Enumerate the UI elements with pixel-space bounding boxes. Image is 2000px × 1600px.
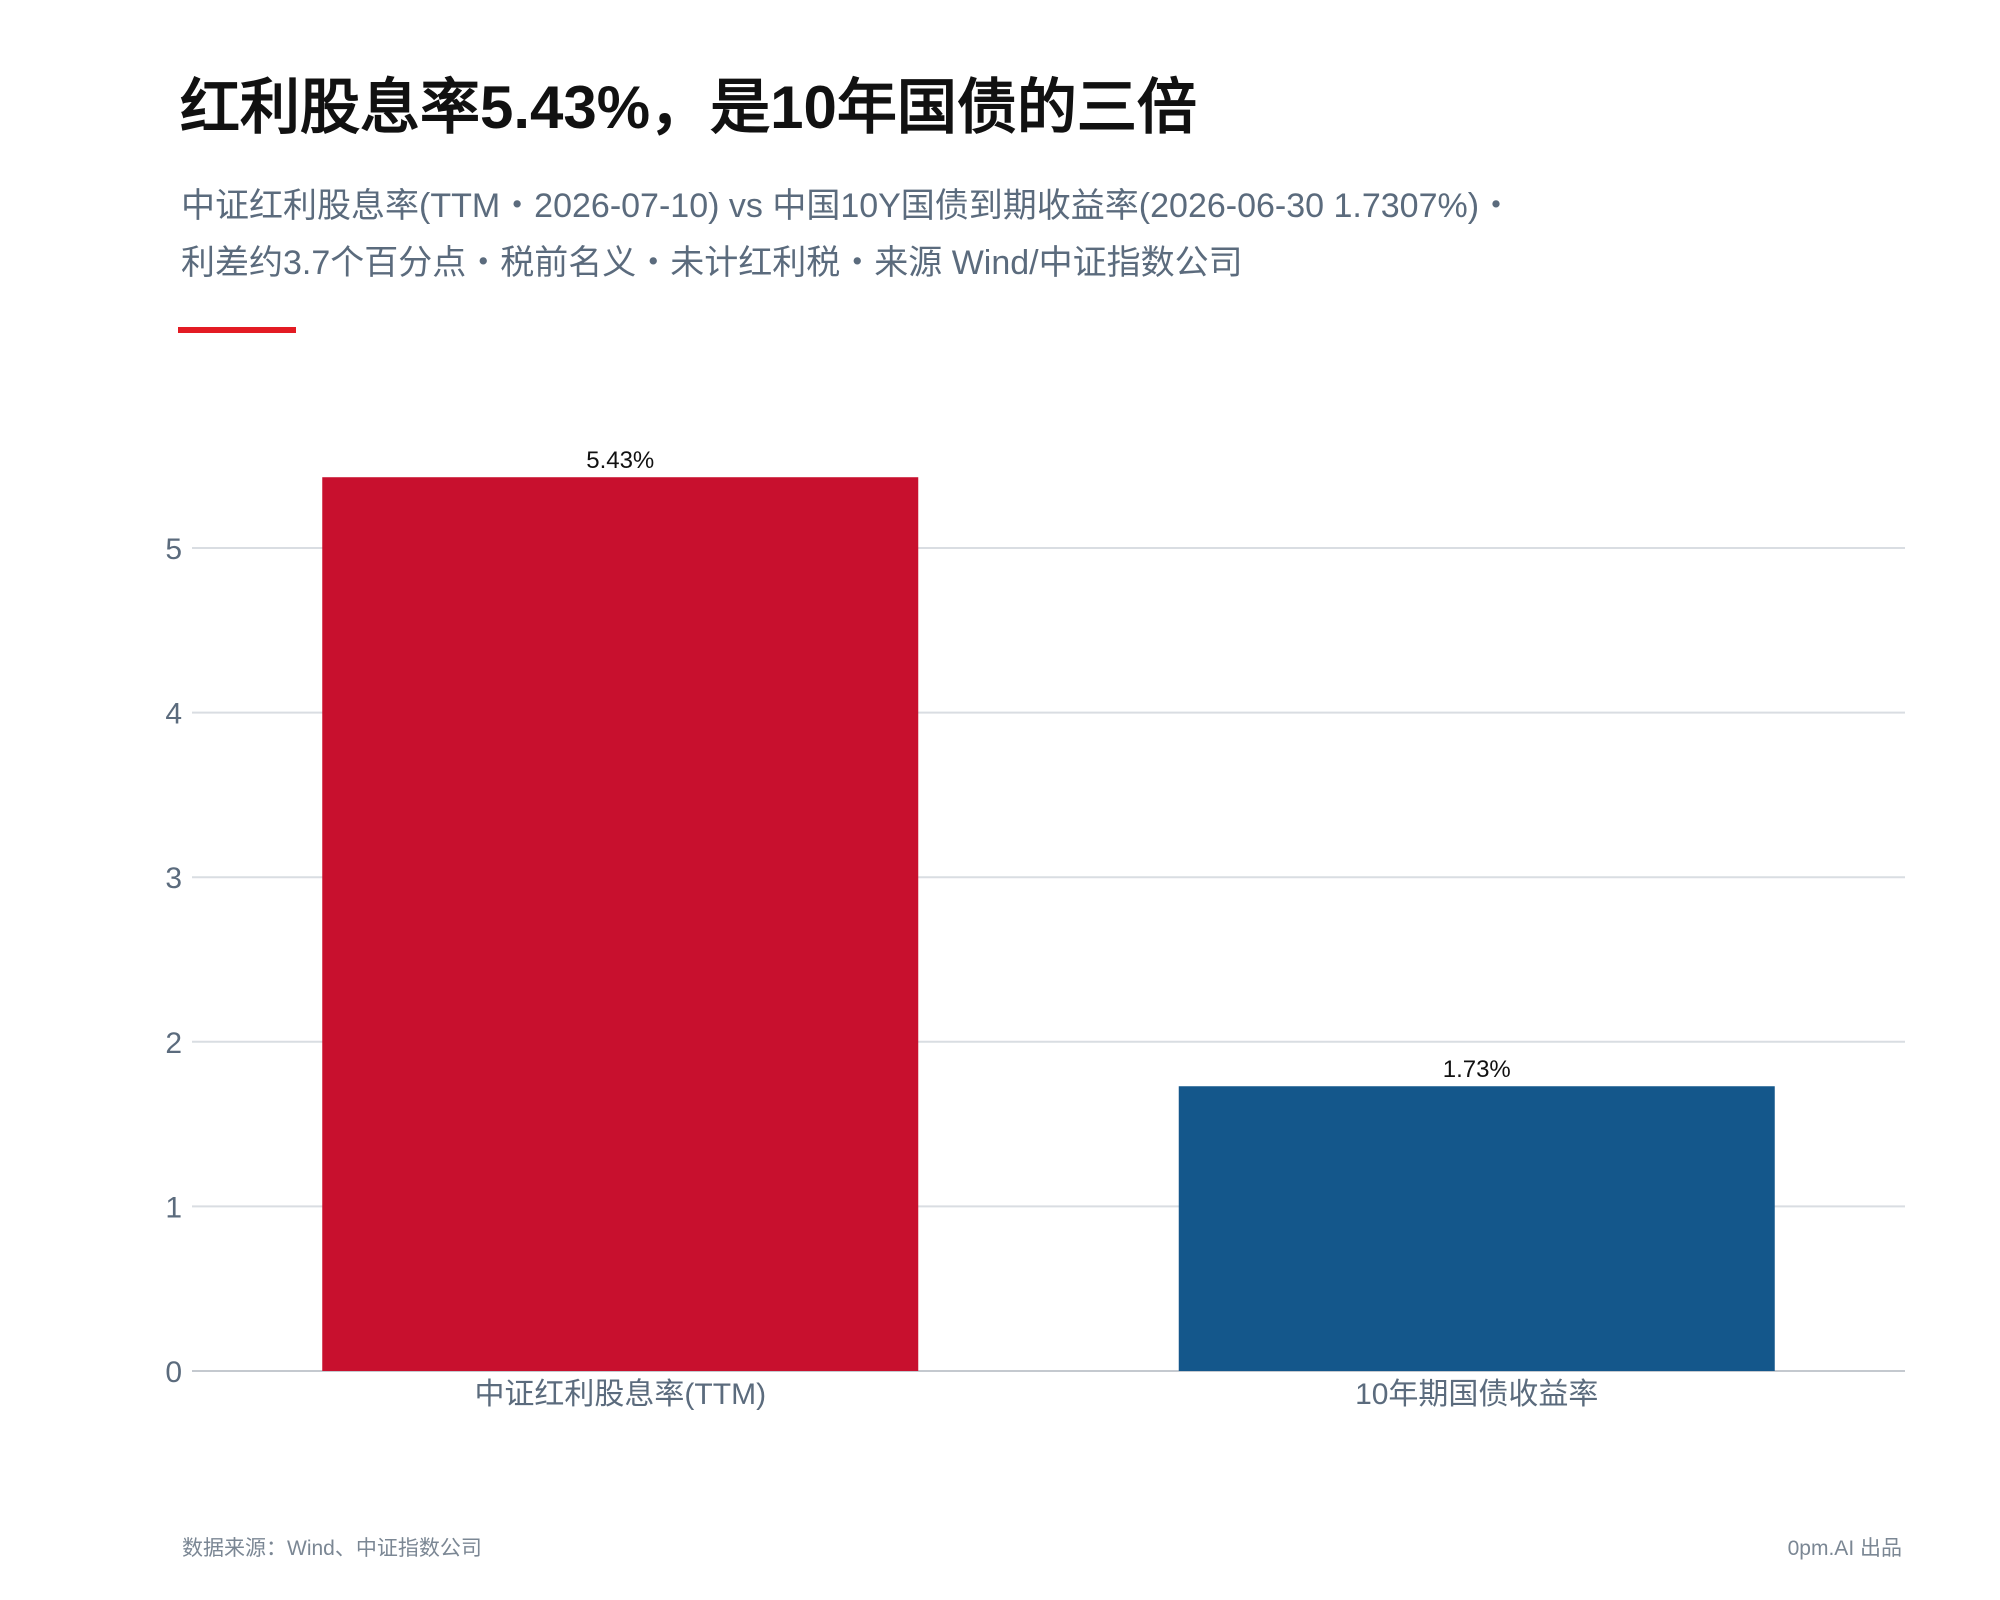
y-tick-label-4: 4 [165,698,182,731]
y-tick-label-5: 5 [165,533,182,566]
y-tick-label-1: 1 [165,1191,182,1224]
credit-note: 0pm.AI 出品 [1787,1537,1902,1560]
bars [322,477,1775,1371]
chart-title: 红利股息率5.43%，是10年国债的三倍 [180,74,1197,141]
y-tick-label-0: 0 [165,1356,182,1389]
labels: 0 1 2 3 4 5 5.43% 中证红利股息率(TTM) 1.73% 10年期国债收益率 [165,447,1598,1411]
y-tick-label-3: 3 [165,862,182,895]
bar-2 [1178,1086,1775,1371]
subtitle-line-1: 中证红利股息率(TTM・2026-07-10) vs 中国10Y国债到期收益率(… [181,187,1514,225]
accent-divider [178,327,296,333]
subtitle-line-2: 利差约3.7个百分点・税前名义・未计红利税・来源 Wind/中证指数公司 [181,244,1243,282]
y-tick-label-2: 2 [165,1027,182,1060]
x-tick-label-2: 10年期国债收益率 [1355,1378,1598,1411]
data-label-2: 1.73% [1443,1056,1511,1083]
x-tick-label-1: 中证红利股息率(TTM) [474,1378,766,1411]
data-label-1: 5.43% [586,447,654,474]
source-note: 数据来源：Wind、中证指数公司 [182,1537,482,1560]
bar-1 [322,477,919,1371]
chart-subtitle: 中证红利股息率(TTM・2026-07-10) vs 中国10Y国债到期收益率(… [181,178,1513,292]
